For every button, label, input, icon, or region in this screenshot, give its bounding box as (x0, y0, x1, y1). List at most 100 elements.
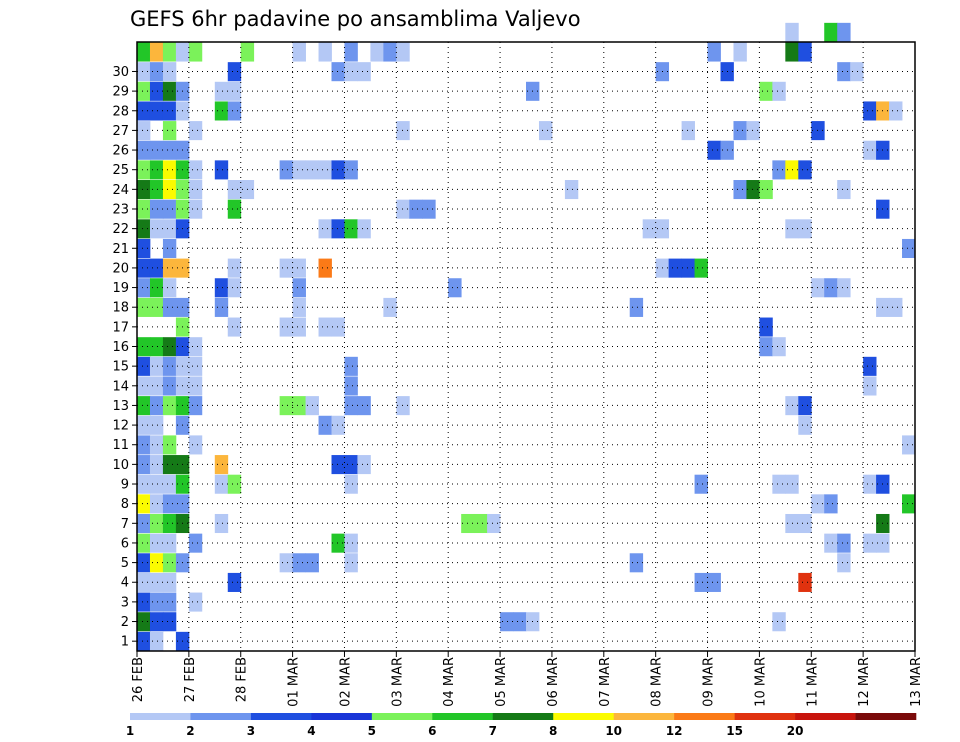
heatmap-cell (227, 199, 242, 219)
heatmap-cell (149, 62, 164, 82)
heatmap-cell (149, 572, 164, 592)
heatmap-cell (279, 396, 293, 416)
colorbar-swatch (432, 713, 494, 720)
heatmap-cell (162, 396, 177, 416)
y-tick-label: 6 (121, 536, 129, 551)
heatmap-cell (137, 62, 151, 82)
heatmap-cell (837, 278, 851, 298)
heatmap-cell (292, 42, 306, 62)
heatmap-cell (331, 160, 345, 180)
colorbar-label: 4 (307, 724, 315, 738)
heatmap-cell (149, 81, 164, 101)
heatmap-cell (837, 62, 851, 82)
colorbar-label: 5 (368, 724, 376, 738)
heatmap-cell (137, 513, 151, 534)
heatmap-cell (214, 297, 229, 317)
heatmap-cell (149, 415, 164, 435)
colorbar-label: 15 (726, 724, 743, 738)
heatmap-cell (538, 121, 553, 141)
heatmap-cell (227, 258, 242, 278)
heatmap-cell (513, 612, 527, 632)
heatmap-cell (188, 180, 203, 200)
heatmap-cell (344, 219, 358, 239)
heatmap-cell (318, 317, 332, 337)
heatmap-cell (149, 258, 164, 278)
heatmap-cell (149, 435, 164, 455)
y-tick-label: 16 (112, 340, 129, 355)
heatmap-cell (162, 297, 177, 317)
heatmap-cell (137, 101, 151, 121)
heatmap-cell (137, 160, 151, 180)
heatmap-cell (759, 317, 773, 337)
heatmap-cell (162, 81, 177, 101)
heatmap-cell (344, 160, 358, 180)
colorbar-swatch (613, 713, 675, 720)
heatmap-cell (422, 199, 436, 219)
colorbar: 1 2 3 4 5 6 7 8 10 12 15 20 (126, 713, 917, 738)
heatmap-cell (279, 553, 293, 573)
colorbar-label: 20 (787, 724, 804, 738)
heatmap-cell (188, 199, 203, 219)
chart-title: GEFS 6hr padavine po ansamblima Valjevo (130, 7, 581, 31)
heatmap-cell (227, 180, 242, 200)
heatmap-cell (331, 415, 345, 435)
heatmap-cell (214, 513, 229, 534)
heatmap-cell (188, 435, 203, 455)
x-tick-label: 08 MAR (650, 657, 665, 707)
y-tick-label: 17 (112, 320, 129, 335)
heatmap-cell (292, 297, 306, 317)
heatmap-cell (837, 180, 851, 200)
heatmap-cell (137, 180, 151, 200)
heatmap-cell (137, 572, 151, 592)
heatmap-cell (162, 474, 177, 494)
heatmap-cell (162, 101, 177, 121)
heatmap-cell (149, 101, 164, 121)
heatmap-cell (863, 533, 877, 553)
heatmap-cell (772, 81, 786, 101)
heatmap-cell (149, 494, 164, 514)
heatmap-cell (746, 180, 760, 200)
heatmap-cell (681, 258, 695, 278)
heatmap-cell (292, 396, 306, 416)
heatmap-cell (396, 121, 410, 141)
heatmap-cell (370, 42, 384, 62)
heatmap-cell (149, 42, 164, 62)
heatmap-cell (292, 317, 306, 337)
heatmap-cell (137, 553, 151, 573)
heatmap-cell (137, 455, 151, 475)
y-tick-label: 27 (112, 124, 129, 139)
heatmap-cell (707, 140, 721, 160)
heatmap-cell (798, 396, 812, 416)
heatmap-cell (863, 356, 877, 376)
heatmap-cell (694, 258, 708, 278)
heatmap-cell (863, 376, 877, 396)
heatmap-cell (344, 356, 358, 376)
x-tick-label: 11 MAR (805, 657, 820, 707)
heatmap-cell (137, 612, 151, 632)
heatmap-cell (149, 140, 164, 160)
y-tick-label: 26 (112, 144, 129, 159)
heatmap-cell (227, 101, 242, 121)
heatmap-cell (863, 101, 877, 121)
colorbar-swatch (795, 713, 856, 720)
x-tick-label: 09 MAR (702, 657, 717, 707)
y-tick-label: 28 (112, 104, 129, 119)
y-tick-label: 7 (121, 517, 129, 532)
heatmap-cell (149, 513, 164, 534)
heatmap-cell (137, 435, 151, 455)
heatmap-cell (227, 317, 242, 337)
y-axis: 1234567891011121314151617181920212223242… (112, 65, 137, 650)
heatmap-cell (227, 474, 242, 494)
heatmap-cell (162, 513, 177, 534)
heatmap-cell (227, 572, 242, 592)
heatmap-cell (292, 278, 306, 298)
heatmap-cell (137, 121, 151, 141)
colorbar-swatch (190, 713, 252, 720)
heatmap-cell (318, 258, 332, 278)
heatmap-cell (331, 533, 345, 553)
heatmap-cell (331, 455, 345, 475)
heatmap-cell (188, 533, 203, 553)
x-tick-label: 26 FEB (131, 657, 146, 702)
heatmap-cell (357, 396, 371, 416)
